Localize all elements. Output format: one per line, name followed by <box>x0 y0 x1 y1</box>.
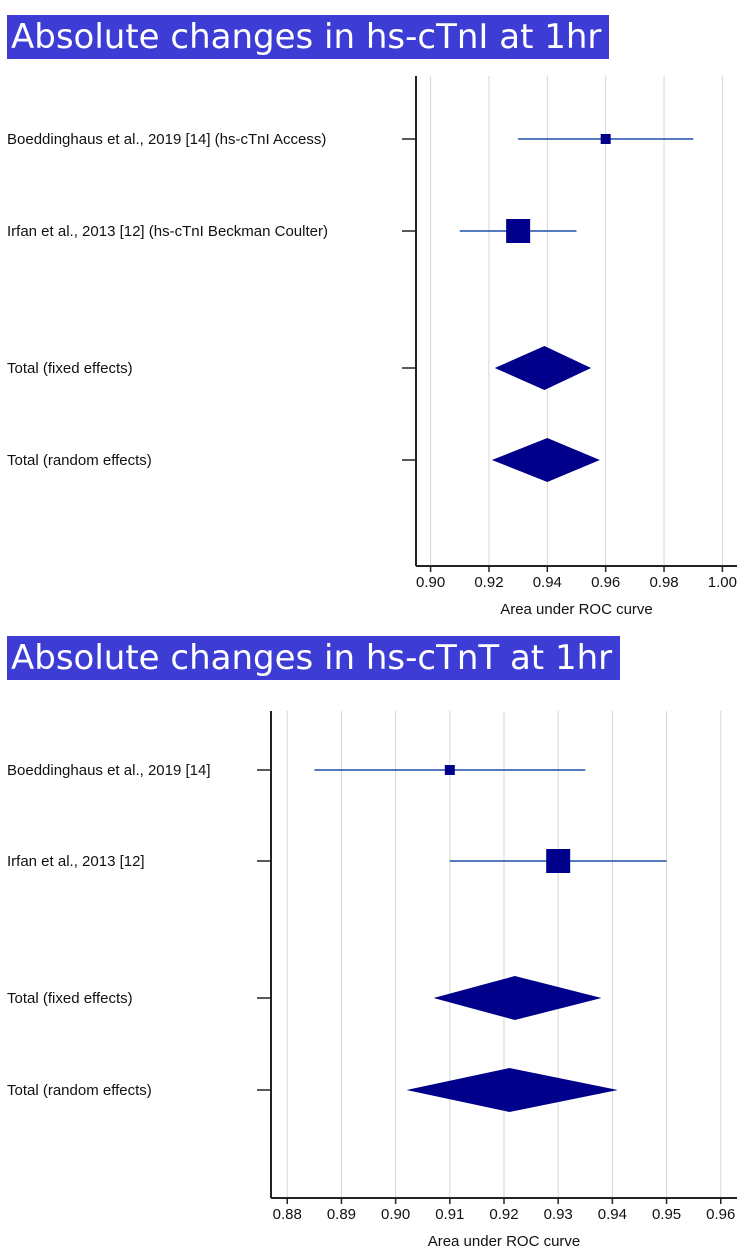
point-estimate <box>506 219 531 243</box>
study-label: Boeddinghaus et al., 2019 [14] (hs-cTnI … <box>7 131 326 148</box>
panel-title: Absolute changes in hs-cTnI at 1hr <box>7 15 610 59</box>
total-label: Total (fixed effects) <box>7 990 133 1007</box>
x-axis-title: Area under ROC curve <box>500 601 653 618</box>
pooled-estimate-diamond <box>406 1068 618 1112</box>
point-estimate <box>600 134 611 144</box>
x-tick-label: 0.91 <box>435 1206 464 1223</box>
x-tick-label: 0.88 <box>273 1206 302 1223</box>
x-axis-title: Area under ROC curve <box>428 1233 581 1250</box>
pooled-estimate-diamond <box>433 976 602 1020</box>
pooled-estimate-diamond <box>491 438 600 482</box>
x-tick-label: 0.92 <box>489 1206 518 1223</box>
x-tick-label: 0.94 <box>598 1206 627 1223</box>
pooled-estimate-diamond <box>494 346 592 390</box>
total-label: Total (random effects) <box>7 452 152 469</box>
study-label: Boeddinghaus et al., 2019 [14] <box>7 762 211 779</box>
study-label: Irfan et al., 2013 [12] <box>7 853 145 870</box>
x-tick-label: 1.00 <box>708 574 737 591</box>
x-tick-label: 0.96 <box>706 1206 735 1223</box>
point-estimate <box>546 849 571 873</box>
x-tick-label: 0.90 <box>381 1206 410 1223</box>
point-estimate <box>444 765 455 775</box>
x-tick-label: 0.93 <box>544 1206 573 1223</box>
forest-panel-ctni: Absolute changes in hs-cTnI at 1hr 0.90 0… <box>0 0 750 625</box>
x-tick-label: 0.94 <box>533 574 562 591</box>
forest-plot-ctnt: 0.88 0.89 0.90 0.91 0.92 0.93 0.94 0.95 0.96 Area… <box>7 711 737 1250</box>
x-tick-label: 0.96 <box>591 574 620 591</box>
panel-title: Absolute changes in hs-cTnT at 1hr <box>7 636 621 680</box>
total-label: Total (fixed effects) <box>7 360 133 377</box>
x-tick-label: 0.92 <box>474 574 503 591</box>
x-tick-label: 0.89 <box>327 1206 356 1223</box>
forest-plot-ctni: 0.90 0.92 0.94 0.96 0.98 1.00 Area under ROC c… <box>7 76 737 618</box>
x-tick-label: 0.90 <box>416 574 445 591</box>
forest-panel-ctnt: Absolute changes in hs-cTnT at 1hr 0.88 0… <box>0 625 750 1254</box>
study-label: Irfan et al., 2013 [12] (hs-cTnI Beckman… <box>7 223 328 240</box>
x-tick-label: 0.98 <box>649 574 678 591</box>
total-label: Total (random effects) <box>7 1082 152 1099</box>
x-tick-label: 0.95 <box>652 1206 681 1223</box>
